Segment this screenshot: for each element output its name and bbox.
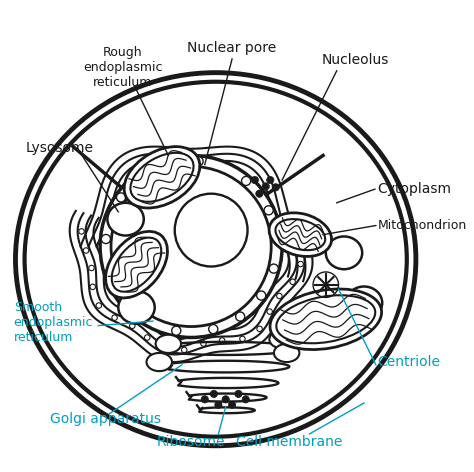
Ellipse shape [262, 183, 269, 190]
Ellipse shape [145, 335, 150, 340]
Ellipse shape [130, 153, 193, 202]
Ellipse shape [269, 213, 331, 256]
Text: Mitochondrion: Mitochondrion [378, 219, 467, 232]
Ellipse shape [112, 315, 117, 320]
Text: Rough
endoplasmic
reticulum: Rough endoplasmic reticulum [83, 46, 163, 89]
Ellipse shape [270, 289, 382, 350]
Ellipse shape [100, 155, 282, 337]
Text: Nucleolus: Nucleolus [321, 52, 389, 67]
Ellipse shape [89, 265, 94, 271]
Text: Golgi apparatus: Golgi apparatus [50, 412, 161, 426]
Ellipse shape [146, 353, 172, 371]
Text: Smooth
endoplasmic
reticulum: Smooth endoplasmic reticulum [14, 302, 93, 345]
Ellipse shape [172, 326, 181, 335]
Text: Nuclear pore: Nuclear pore [187, 41, 277, 55]
Ellipse shape [272, 184, 279, 191]
Ellipse shape [256, 291, 266, 300]
Text: Cytoplasm: Cytoplasm [378, 182, 452, 196]
Ellipse shape [257, 326, 262, 331]
Ellipse shape [240, 336, 245, 342]
Ellipse shape [16, 73, 416, 446]
Ellipse shape [215, 401, 222, 408]
Ellipse shape [96, 303, 101, 308]
Ellipse shape [201, 396, 209, 403]
Ellipse shape [264, 206, 273, 215]
Ellipse shape [194, 157, 203, 166]
Text: Ribosome: Ribosome [157, 435, 225, 449]
Ellipse shape [242, 396, 249, 403]
Text: Lysosome: Lysosome [26, 141, 93, 155]
Ellipse shape [106, 231, 167, 298]
Ellipse shape [182, 347, 187, 353]
Ellipse shape [290, 279, 295, 285]
Ellipse shape [129, 323, 135, 329]
Ellipse shape [346, 287, 382, 319]
Ellipse shape [267, 309, 273, 314]
Ellipse shape [25, 82, 407, 437]
Ellipse shape [150, 164, 160, 174]
Ellipse shape [201, 341, 206, 346]
Ellipse shape [269, 264, 278, 273]
Text: Cell membrane: Cell membrane [236, 435, 343, 449]
Ellipse shape [161, 346, 167, 352]
Ellipse shape [108, 203, 144, 236]
Ellipse shape [236, 312, 245, 321]
Ellipse shape [235, 390, 242, 397]
Ellipse shape [79, 229, 84, 234]
Ellipse shape [83, 248, 89, 253]
Ellipse shape [111, 167, 271, 327]
Ellipse shape [117, 193, 126, 202]
Ellipse shape [288, 225, 294, 230]
Ellipse shape [267, 177, 274, 184]
Ellipse shape [222, 396, 229, 403]
Ellipse shape [275, 219, 325, 250]
Ellipse shape [101, 235, 110, 244]
Ellipse shape [112, 237, 161, 292]
Ellipse shape [118, 291, 155, 324]
Ellipse shape [269, 330, 295, 348]
Ellipse shape [90, 284, 95, 290]
Ellipse shape [109, 278, 118, 287]
Ellipse shape [326, 236, 362, 269]
Ellipse shape [242, 177, 251, 185]
Ellipse shape [210, 390, 218, 397]
Ellipse shape [137, 312, 146, 321]
Ellipse shape [175, 194, 247, 267]
Ellipse shape [256, 190, 263, 197]
Ellipse shape [155, 335, 181, 353]
Ellipse shape [219, 338, 225, 343]
Ellipse shape [277, 293, 282, 299]
Ellipse shape [251, 177, 258, 184]
Ellipse shape [294, 242, 300, 247]
Ellipse shape [276, 295, 375, 343]
Ellipse shape [298, 261, 303, 267]
Text: Centriole: Centriole [378, 355, 441, 369]
Ellipse shape [228, 401, 236, 408]
Ellipse shape [124, 147, 200, 208]
Ellipse shape [274, 344, 300, 362]
Ellipse shape [209, 325, 218, 334]
